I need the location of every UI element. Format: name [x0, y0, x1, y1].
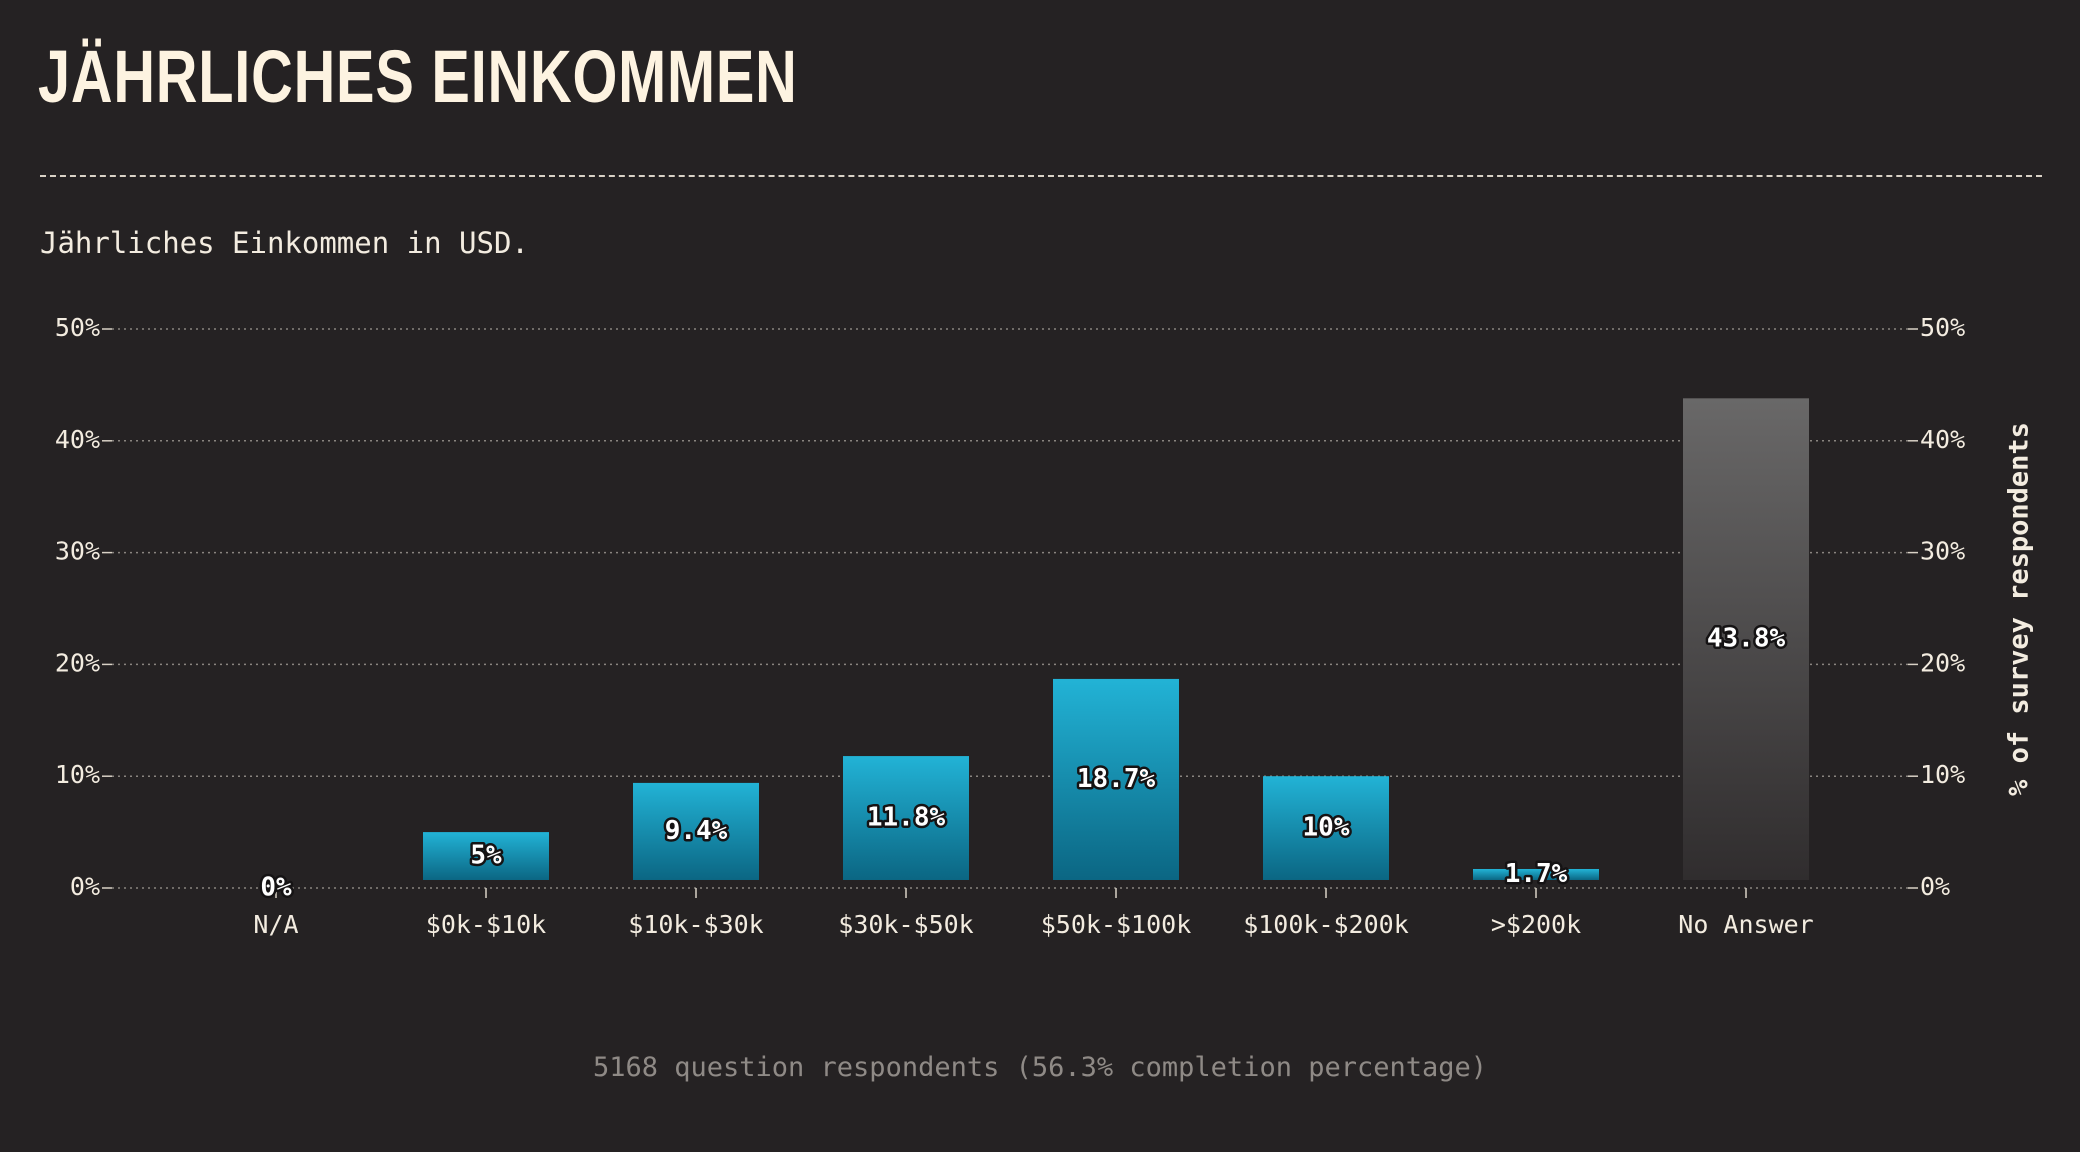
right-y-axis: 0% 10% 20% 30% 40% 50% — [1908, 313, 1965, 901]
bar — [1683, 398, 1809, 880]
x-tick-label: $30k-$50k — [838, 910, 973, 939]
bar — [843, 756, 969, 880]
y-tick-label: 50% — [55, 313, 100, 342]
data-label: 1.7% — [1505, 859, 1568, 889]
data-label: 0% — [260, 873, 292, 903]
page-title: JÄHRLICHES EINKOMMEN — [38, 35, 798, 118]
data-label: 9.4% — [665, 816, 728, 846]
y-tick-label: 30% — [55, 537, 100, 566]
data-label: 10% — [1303, 813, 1350, 843]
y-tick-label: 20% — [1920, 648, 1965, 677]
data-labels: 0% 5% 9.4% 11.8% 18.7% 10% 1.7% 43.8% — [258, 621, 1788, 905]
y-axis-label: % of survey respondents — [2004, 422, 2035, 796]
y-tick-label: 0% — [70, 872, 100, 901]
x-axis: N/A $0k-$10k $10k-$30k $30k-$50k $50k-$100k $… — [253, 888, 1814, 939]
y-tick-label: 20% — [55, 648, 100, 677]
y-tick-label: 40% — [1920, 425, 1965, 454]
bar — [633, 782, 759, 880]
bar-chart: 0% 10% 20% 30% 40% 50% 0% 10% 20% 30% 40% 50% N/A $… — [55, 313, 2035, 939]
data-label: 43.8% — [1707, 624, 1786, 654]
x-tick-label: >$200k — [1491, 910, 1581, 939]
respondents-footer: 5168 question respondents (56.3% complet… — [592, 1052, 1488, 1083]
bar — [1263, 776, 1389, 880]
y-tick-label: 10% — [1920, 760, 1965, 789]
data-label: 11.8% — [867, 803, 946, 833]
bar — [1053, 678, 1179, 880]
y-tick-label: 30% — [1920, 537, 1965, 566]
y-tick-label: 50% — [1920, 313, 1965, 342]
data-label: 18.7% — [1077, 764, 1156, 794]
x-tick-label: $50k-$100k — [1041, 910, 1192, 939]
chart-subtitle: Jährliches Einkommen in USD. — [40, 226, 529, 260]
x-tick-label: $10k-$30k — [628, 910, 763, 939]
bar — [423, 832, 549, 880]
y-tick-label: 10% — [55, 760, 100, 789]
y-tick-label: 40% — [55, 425, 100, 454]
x-tick-label: $0k-$10k — [426, 910, 546, 939]
bar — [1473, 868, 1599, 880]
x-tick-label: $100k-$200k — [1243, 910, 1409, 939]
data-label: 5% — [470, 841, 502, 871]
gridlines — [112, 328, 1908, 889]
title-divider — [40, 175, 2042, 177]
y-tick-label: 0% — [1920, 872, 1950, 901]
x-tick-label: No Answer — [1678, 910, 1813, 939]
bars — [423, 398, 1809, 880]
left-y-axis: 0% 10% 20% 30% 40% 50% — [55, 313, 112, 901]
x-tick-label: N/A — [253, 910, 298, 939]
